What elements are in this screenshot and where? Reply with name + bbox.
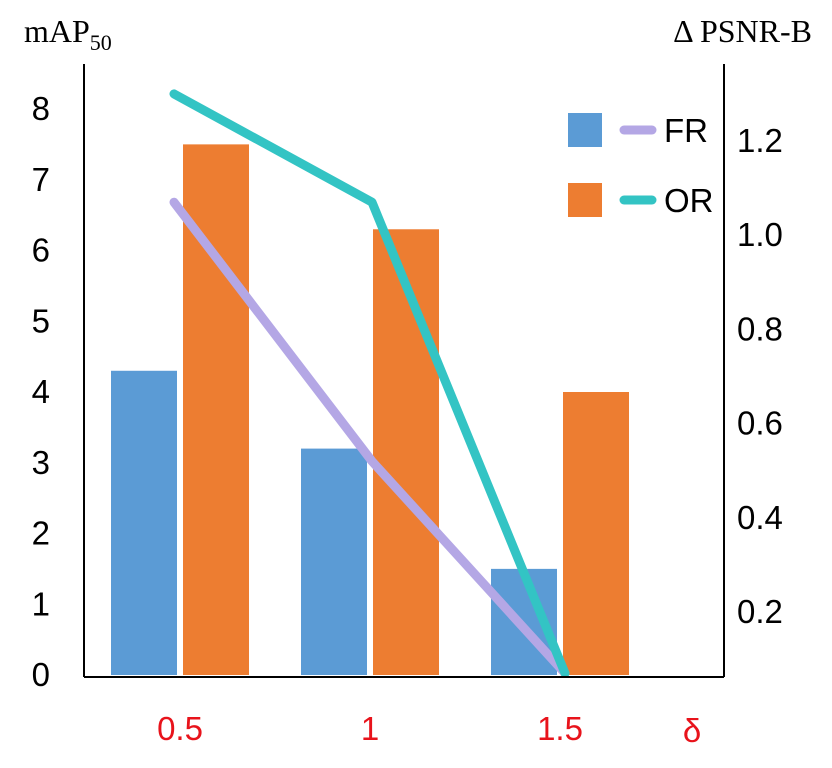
y-left-tick-4: 4 [32, 373, 50, 410]
legend-label-fr: FR [664, 112, 708, 149]
line-fr [169, 197, 570, 678]
y-right-axis-label: Δ PSNR-B [673, 13, 812, 49]
y-left-label-subscript: 50 [90, 30, 112, 55]
y-left-tick-2: 2 [32, 515, 50, 552]
y-left-tick-3: 3 [32, 444, 50, 481]
x-tick-0.5: 0.5 [157, 710, 203, 747]
line-or [169, 89, 570, 678]
y-left-tick-7: 7 [32, 161, 50, 198]
bar-or-1.5 [563, 392, 629, 675]
legend-bar-swatch-or [568, 183, 602, 217]
y-left-tick-8: 8 [32, 90, 50, 127]
x-tick-1.5: 1.5 [537, 710, 583, 747]
y-left-tick-6: 6 [32, 232, 50, 269]
y-right-tick-0.4: 0.4 [737, 499, 783, 536]
y-left-axis-label: mAP50 [24, 13, 112, 55]
lines-layer [169, 89, 570, 678]
bar-fr-1 [301, 448, 367, 675]
bar-fr-0.5 [111, 370, 177, 675]
x-axis-symbol: δ [683, 712, 701, 749]
y-right-tick-0.8: 0.8 [737, 310, 783, 347]
y-left-label-main: mAP [24, 13, 90, 49]
bars-layer [111, 144, 629, 675]
y-right-tick-1.0: 1.0 [737, 216, 783, 253]
y-left-tick-1: 1 [32, 585, 50, 622]
legend-bar-swatch-fr [568, 113, 602, 147]
legend: FR OR [568, 112, 714, 219]
legend-label-or: OR [664, 182, 714, 219]
x-tick-1: 1 [361, 710, 379, 747]
y-right-tick-0.2: 0.2 [737, 593, 783, 630]
y-right-tick-0.6: 0.6 [737, 405, 783, 442]
y-left-tick-5: 5 [32, 302, 50, 339]
y-right-tick-1.2: 1.2 [737, 122, 783, 159]
y-left-tick-0: 0 [32, 656, 50, 693]
bar-or-1 [373, 229, 439, 675]
axes-layer [83, 64, 725, 678]
ticks-layer: 0 1 2 3 4 5 6 7 8 0.2 0.4 0.6 0.8 1.0 1.2 0.5 1 1.5 [32, 90, 783, 747]
